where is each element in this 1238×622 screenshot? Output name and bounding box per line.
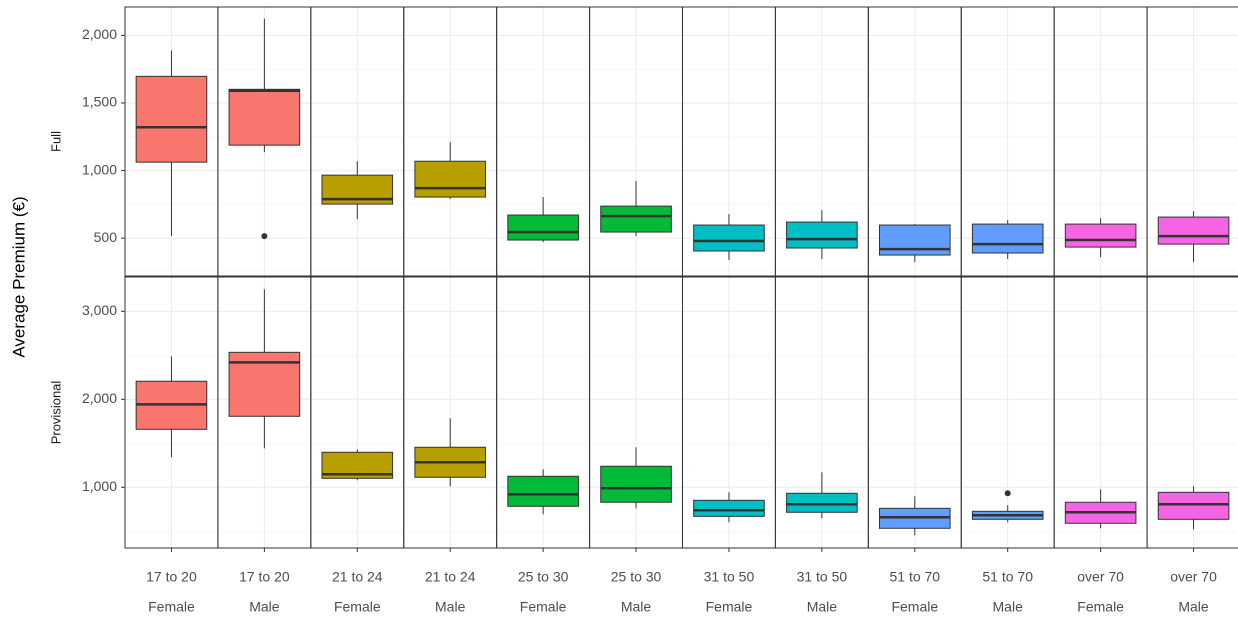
- box: [786, 492, 858, 513]
- x-tick-label-age: 51 to 70: [982, 569, 1033, 585]
- y-tick-label: 1,500: [82, 94, 117, 110]
- x-tick-label-age: 17 to 20: [239, 569, 290, 585]
- box: [878, 224, 951, 256]
- y-axis-label: Average Premium (€): [9, 196, 28, 357]
- box: [507, 214, 579, 241]
- box: [786, 221, 858, 249]
- x-tick-label-age: 25 to 30: [611, 569, 662, 585]
- y-tick-label: 3,000: [82, 302, 117, 318]
- x-tick-label-gender: Male: [249, 599, 280, 615]
- box: [135, 75, 208, 163]
- box: [414, 160, 487, 198]
- outlier: [261, 233, 268, 240]
- box: [1157, 216, 1230, 245]
- x-tick-label-gender: Male: [435, 599, 466, 615]
- x-tick-label-gender: Male: [993, 599, 1024, 615]
- x-tick-label-gender: Male: [1178, 599, 1209, 615]
- x-tick-label-gender: Male: [621, 599, 652, 615]
- x-tick-label-age: 51 to 70: [889, 569, 940, 585]
- x-tick-label-gender: Male: [807, 599, 838, 615]
- y-tick-label: 500: [94, 229, 118, 245]
- box: [507, 475, 579, 507]
- box: [1157, 491, 1230, 520]
- box: [600, 465, 672, 503]
- x-tick-label-age: 21 to 24: [425, 569, 476, 585]
- box: [693, 224, 765, 252]
- panel-border: [1146, 6, 1238, 277]
- x-tick-label-age: 17 to 20: [146, 569, 197, 585]
- x-tick-label-gender: Female: [1077, 599, 1124, 615]
- x-tick-label-age: 25 to 30: [518, 569, 569, 585]
- x-tick-label-gender: Female: [334, 599, 381, 615]
- box: [1064, 223, 1137, 248]
- x-tick-label-age: 31 to 50: [704, 569, 755, 585]
- box: [600, 205, 672, 233]
- facet-label: Full: [48, 131, 63, 152]
- y-tick-label: 2,000: [82, 26, 117, 42]
- box: [971, 223, 1044, 254]
- y-tick-label: 2,000: [82, 390, 117, 406]
- x-tick-label-age: 31 to 50: [797, 569, 848, 585]
- x-tick-label-gender: Female: [520, 599, 567, 615]
- x-tick-label-gender: Female: [891, 599, 938, 615]
- y-tick-label: 1,000: [82, 478, 117, 494]
- x-tick-label-age: over 70: [1077, 569, 1124, 585]
- y-tick-label: 1,000: [82, 161, 117, 177]
- outlier: [1004, 490, 1011, 497]
- box: [228, 88, 301, 146]
- facet-label: Provisional: [48, 381, 63, 445]
- box: [693, 499, 765, 517]
- x-tick-label-gender: Female: [706, 599, 753, 615]
- x-tick-label-age: 21 to 24: [332, 569, 383, 585]
- x-tick-label-age: over 70: [1170, 569, 1217, 585]
- x-tick-label-gender: Female: [148, 599, 195, 615]
